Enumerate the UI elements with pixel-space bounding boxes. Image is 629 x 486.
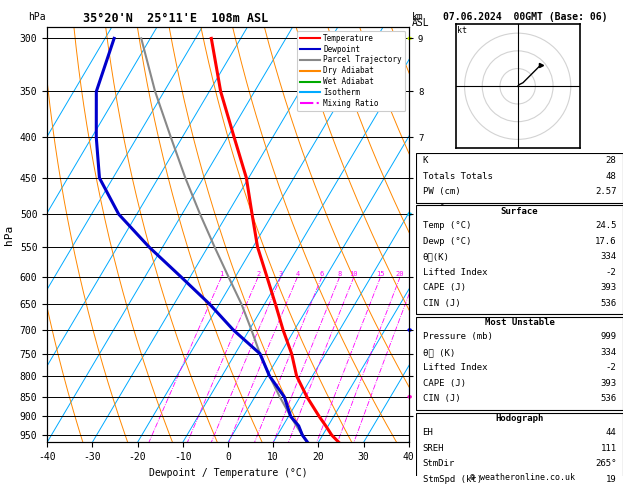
Text: Lifted Index: Lifted Index — [423, 268, 487, 277]
Text: Dewp (°C): Dewp (°C) — [423, 237, 471, 245]
Text: 393: 393 — [601, 283, 616, 292]
Text: CAPE (J): CAPE (J) — [423, 379, 465, 388]
Text: 8: 8 — [338, 271, 342, 277]
Text: 3: 3 — [279, 271, 283, 277]
Text: PW (cm): PW (cm) — [423, 187, 460, 196]
Y-axis label: Mixing Ratio (g/kg): Mixing Ratio (g/kg) — [442, 187, 451, 282]
Text: Most Unstable: Most Unstable — [484, 318, 555, 328]
Text: © weatheronline.co.uk: © weatheronline.co.uk — [470, 473, 574, 482]
Text: 10: 10 — [350, 271, 358, 277]
Text: 15: 15 — [376, 271, 385, 277]
Text: 17.6: 17.6 — [595, 237, 616, 245]
Text: Temp (°C): Temp (°C) — [423, 221, 471, 230]
Text: K: K — [423, 156, 428, 165]
Text: -2: -2 — [606, 364, 616, 372]
Text: 1: 1 — [220, 271, 224, 277]
Text: 6: 6 — [320, 271, 324, 277]
Text: 28: 28 — [606, 156, 616, 165]
Text: 536: 536 — [601, 394, 616, 403]
Text: θᴄ(K): θᴄ(K) — [423, 252, 450, 261]
Text: SREH: SREH — [423, 444, 444, 452]
Text: 35°20'N  25°11'E  108m ASL: 35°20'N 25°11'E 108m ASL — [84, 12, 269, 25]
Text: 24.5: 24.5 — [595, 221, 616, 230]
Text: 999: 999 — [601, 332, 616, 341]
Text: 19: 19 — [606, 475, 616, 484]
Text: 44: 44 — [606, 428, 616, 437]
Text: 48: 48 — [606, 172, 616, 181]
Text: 4: 4 — [295, 271, 299, 277]
Text: 393: 393 — [601, 379, 616, 388]
Text: ASL: ASL — [412, 18, 430, 29]
Bar — [416, 317, 623, 410]
Text: StmDir: StmDir — [423, 459, 455, 468]
Text: 111: 111 — [601, 444, 616, 452]
X-axis label: Dewpoint / Temperature (°C): Dewpoint / Temperature (°C) — [148, 468, 308, 478]
Text: 2: 2 — [256, 271, 260, 277]
Text: Pressure (mb): Pressure (mb) — [423, 332, 493, 341]
Text: Totals Totals: Totals Totals — [423, 172, 493, 181]
Text: CIN (J): CIN (J) — [423, 394, 460, 403]
Text: hPa: hPa — [28, 12, 46, 22]
Text: 536: 536 — [601, 298, 616, 308]
Text: 2.57: 2.57 — [595, 187, 616, 196]
Y-axis label: hPa: hPa — [4, 225, 14, 244]
Text: 265°: 265° — [595, 459, 616, 468]
Text: Surface: Surface — [501, 207, 538, 216]
Text: Lifted Index: Lifted Index — [423, 364, 487, 372]
Legend: Temperature, Dewpoint, Parcel Trajectory, Dry Adiabat, Wet Adiabat, Isotherm, Mi: Temperature, Dewpoint, Parcel Trajectory… — [298, 31, 405, 111]
Text: 20: 20 — [396, 271, 404, 277]
Text: km: km — [412, 12, 424, 22]
Text: θᴄ (K): θᴄ (K) — [423, 348, 455, 357]
Bar — [416, 413, 623, 486]
Text: -2: -2 — [606, 268, 616, 277]
Text: StmSpd (kt): StmSpd (kt) — [423, 475, 482, 484]
Text: 334: 334 — [601, 252, 616, 261]
Text: EH: EH — [423, 428, 433, 437]
Text: kt: kt — [457, 26, 467, 35]
Text: 07.06.2024  00GMT (Base: 06): 07.06.2024 00GMT (Base: 06) — [443, 12, 608, 22]
Text: Hodograph: Hodograph — [496, 414, 543, 423]
Bar — [416, 153, 623, 203]
Bar — [416, 206, 623, 314]
Text: 334: 334 — [601, 348, 616, 357]
Text: CAPE (J): CAPE (J) — [423, 283, 465, 292]
Text: CIN (J): CIN (J) — [423, 298, 460, 308]
